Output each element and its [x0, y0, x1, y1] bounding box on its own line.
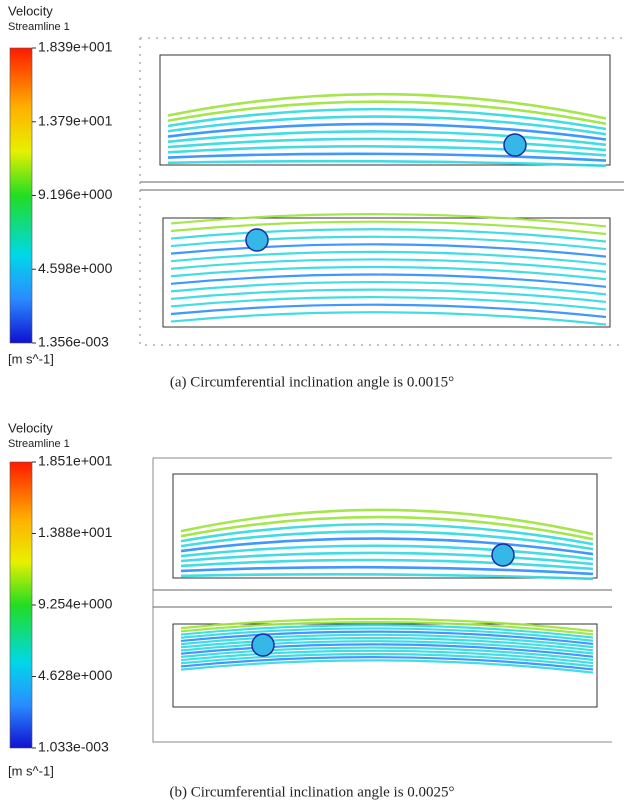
streamline: [167, 92, 607, 120]
streamline: [170, 250, 607, 266]
streamline: [180, 522, 594, 546]
streamline: [180, 659, 594, 674]
streamline: [167, 145, 607, 157]
streamline: [167, 115, 607, 136]
colorbar-label: 1.388e+001: [38, 524, 113, 540]
colorbar-label: 9.254e+000: [38, 596, 113, 612]
streamline: [170, 311, 607, 326]
streamline: [180, 633, 594, 649]
streamline: [167, 100, 607, 126]
streamline: [180, 530, 594, 551]
streamline: [170, 213, 607, 228]
colorbar-label: 1.839e+001: [38, 39, 113, 55]
streamline: [170, 303, 607, 319]
streamline: [180, 544, 594, 561]
vortex: [251, 633, 275, 657]
streamline: [180, 572, 594, 581]
streamline: [180, 640, 594, 655]
legend-title: Velocity: [8, 3, 53, 18]
streamline: [167, 130, 607, 147]
colorbar-label: 1.851e+001: [38, 453, 113, 469]
streamline: [167, 107, 607, 131]
streamline: [180, 551, 594, 566]
streamline: [180, 617, 594, 633]
streamline: [170, 273, 607, 288]
streamline: [180, 624, 594, 639]
colorbar-label: 4.628e+000: [38, 667, 113, 683]
streamline: [180, 620, 594, 636]
colorbar-label: 9.196e+000: [38, 186, 113, 202]
streamline: [180, 627, 594, 642]
legend-unit: [m s^-1]: [8, 763, 54, 778]
streamline: [167, 152, 607, 162]
streamline: [180, 565, 594, 576]
caption: (b) Circumferential inclination angle is…: [169, 784, 454, 800]
streamline: [180, 558, 594, 571]
streamline: [170, 258, 607, 273]
streamline: [180, 515, 594, 541]
streamline: [167, 159, 607, 168]
streamline: [180, 646, 594, 661]
colorbar-label: 1.033e-003: [38, 739, 109, 755]
streamline: [180, 630, 594, 646]
streamline: [180, 537, 594, 556]
colorbar-label: 1.356e-003: [38, 334, 109, 350]
colorbar: [9, 461, 33, 749]
vortex: [503, 133, 527, 157]
streamline: [170, 243, 607, 258]
colorbar: [9, 47, 33, 344]
streamline: [180, 636, 594, 652]
streamline: [180, 649, 594, 665]
streamline: [170, 296, 607, 311]
legend-unit: [m s^-1]: [8, 351, 54, 366]
streamline: [170, 280, 607, 296]
frame: [139, 37, 624, 346]
streamline: [170, 228, 607, 243]
streamline: [180, 643, 594, 658]
streamline: [170, 288, 607, 304]
frame: [152, 457, 612, 743]
colorbar-label: 1.379e+001: [38, 112, 113, 128]
colorbar-label: 4.598e+000: [38, 260, 113, 276]
streamline: [170, 235, 607, 251]
vortex: [491, 543, 515, 567]
legend-title: Velocity: [8, 420, 53, 435]
streamline: [167, 122, 607, 141]
caption: (a) Circumferential inclination angle is…: [170, 374, 454, 390]
legend-subtitle: Streamline 1: [8, 438, 70, 450]
streamline: [170, 220, 607, 236]
streamline: [180, 508, 594, 536]
legend-subtitle: Streamline 1: [8, 21, 70, 33]
streamline: [180, 656, 594, 671]
vortex: [245, 228, 269, 252]
streamline: [180, 652, 594, 668]
streamline: [167, 137, 607, 152]
streamline: [170, 265, 607, 281]
